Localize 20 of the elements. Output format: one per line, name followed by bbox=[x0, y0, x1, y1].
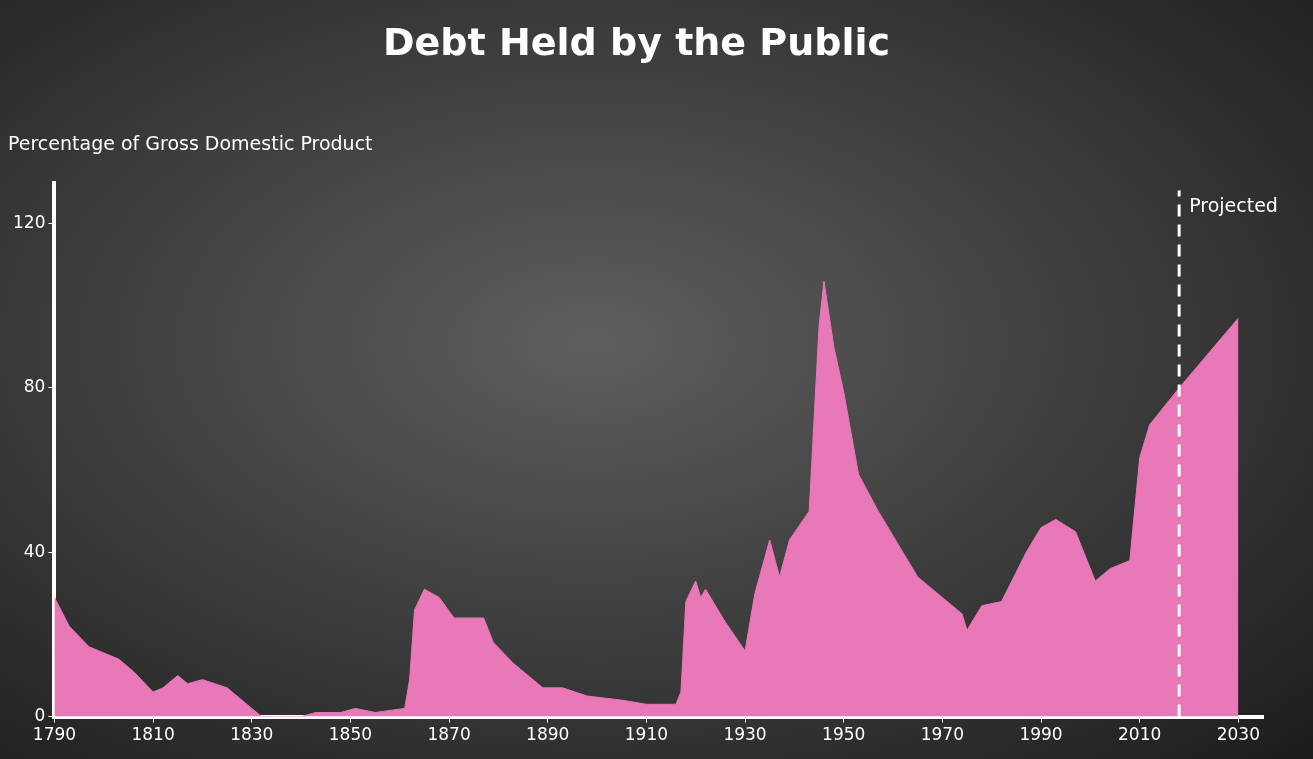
y-axis-title: Percentage of Gross Domestic Product bbox=[8, 132, 373, 155]
x-tick-label: 1890 bbox=[526, 724, 570, 745]
x-tick-label: 1830 bbox=[230, 724, 274, 745]
x-tick-label: 1930 bbox=[723, 724, 767, 745]
x-tick-label: 1910 bbox=[624, 724, 669, 745]
x-tick-label: 1870 bbox=[427, 724, 471, 745]
x-tick-label: 2030 bbox=[1216, 724, 1260, 745]
chart-title: Debt Held by the Public bbox=[382, 19, 891, 64]
ref-line-label: Projected bbox=[1189, 193, 1278, 216]
y-tick-label: 0 bbox=[34, 705, 46, 726]
x-tick-label: 1950 bbox=[822, 724, 866, 745]
x-tick-label: 1970 bbox=[920, 724, 964, 745]
x-tick-label: 1810 bbox=[131, 724, 175, 745]
x-tick-label: 1790 bbox=[32, 724, 77, 745]
x-tick-label: 2010 bbox=[1118, 724, 1162, 745]
y-tick-label: 120 bbox=[12, 212, 46, 233]
x-tick-label: 1850 bbox=[328, 724, 373, 745]
y-tick-label: 80 bbox=[23, 376, 46, 397]
y-tick-label: 40 bbox=[23, 540, 46, 561]
x-tick-label: 1990 bbox=[1019, 724, 1063, 745]
